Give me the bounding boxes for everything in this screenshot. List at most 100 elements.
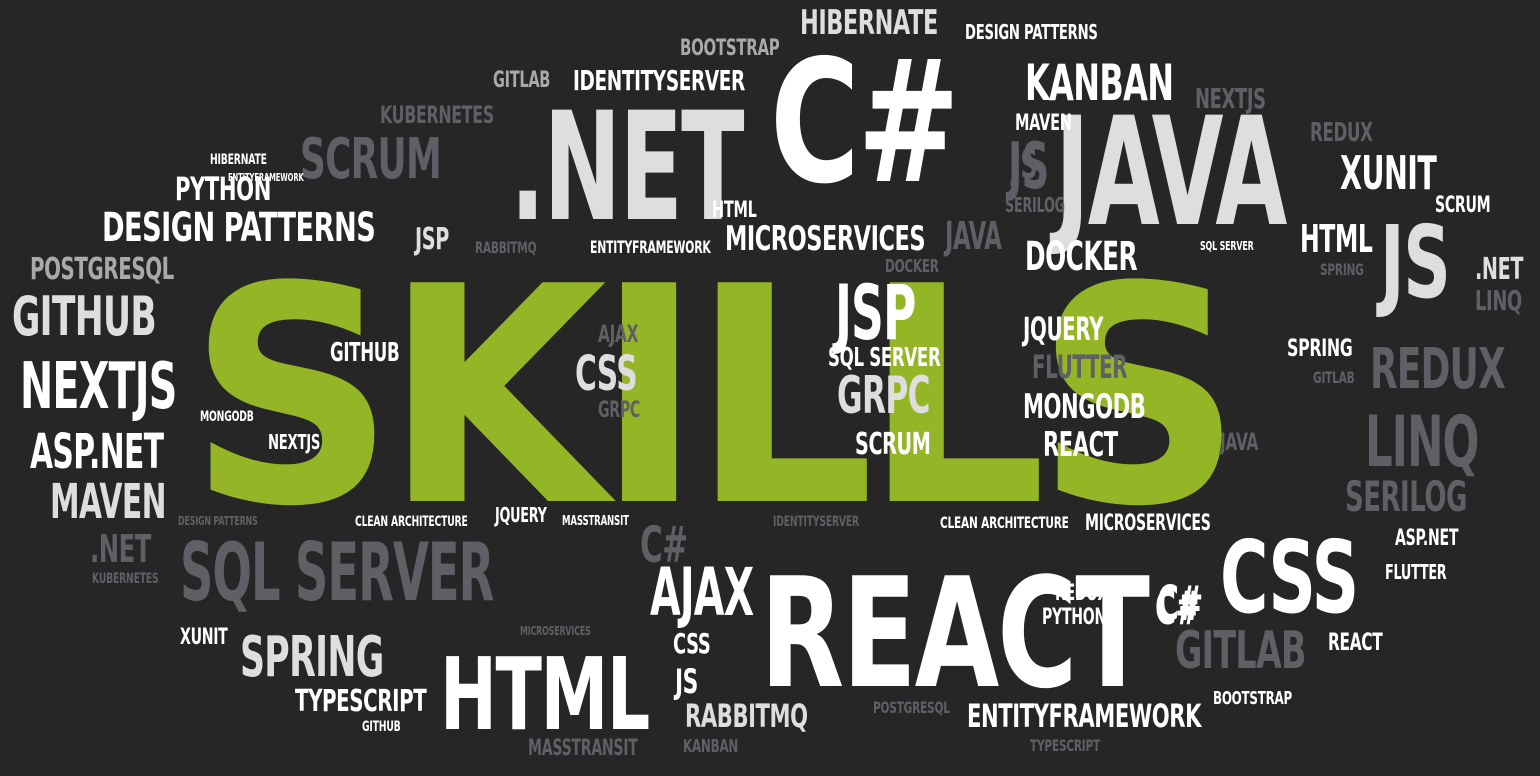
skill-word: DESIGN PATTERNS xyxy=(178,514,258,528)
skill-word: C# xyxy=(770,24,960,222)
skill-word: ENTITYFRAMEWORK xyxy=(590,238,711,258)
skill-word: REACT xyxy=(760,545,1150,722)
skill-word: .NET xyxy=(90,527,151,571)
skill-word: KANBAN xyxy=(1025,54,1174,112)
skill-word: ENTITYFRAMEWORK xyxy=(228,171,304,184)
skill-word: JQUERY xyxy=(495,503,547,527)
skill-word: HTML xyxy=(1300,217,1373,261)
skill-word: GITLAB xyxy=(1313,368,1355,387)
skill-word: RABBITMQ xyxy=(475,238,537,257)
skill-word: DOCKER xyxy=(885,256,939,277)
skill-word: RABBITMQ xyxy=(685,697,808,735)
skill-word: JAVA xyxy=(1055,86,1287,260)
skill-word: GITHUB xyxy=(330,338,400,368)
skill-word: SQL SERVER xyxy=(828,343,941,373)
skill-word: JQUERY xyxy=(1023,310,1104,348)
skill-word: DESIGN PATTERNS xyxy=(102,205,376,251)
skill-word: DESIGN PATTERNS xyxy=(965,20,1098,44)
skill-word: BOOTSTRAP xyxy=(1213,688,1292,709)
skill-word: GITHUB xyxy=(12,285,157,348)
skill-word: HTML xyxy=(440,636,650,753)
skill-word: JS xyxy=(1380,204,1451,321)
skill-word: .NET xyxy=(510,81,745,255)
skill-word: DOCKER xyxy=(1025,234,1138,280)
skill-word: JS xyxy=(1008,130,1049,204)
skill-word: NEXTJS xyxy=(1195,82,1266,115)
skill-word: JSP xyxy=(835,268,916,357)
skill-word: HIBERNATE xyxy=(800,3,938,43)
skill-word: TYPESCRIPT xyxy=(1030,736,1101,755)
skill-word: HIBERNATE xyxy=(210,152,267,168)
skill-word: NEXTJS xyxy=(20,350,177,424)
skill-word: BOOTSTRAP xyxy=(680,36,780,61)
skill-word: JAVA xyxy=(1220,428,1259,456)
skill-word: GITLAB xyxy=(493,68,551,93)
skill-word: ENTITYFRAMEWORK xyxy=(967,697,1202,735)
skill-word: JS xyxy=(675,662,698,702)
skill-word: C# xyxy=(1157,576,1203,632)
skill-word: FLUTTER xyxy=(1032,348,1128,386)
skill-word: AJAX xyxy=(650,554,754,631)
skill-word: IDENTITYSERVER xyxy=(773,514,859,530)
skill-word: GRPC xyxy=(598,398,640,423)
skill-word: GRPC xyxy=(837,366,931,426)
skill-word: SPRING xyxy=(1320,260,1364,279)
skill-word: SPRING xyxy=(240,625,384,690)
skill-word: C# xyxy=(640,516,688,574)
skill-word: CSS xyxy=(1220,519,1359,636)
skill-word: IDENTITYSERVER xyxy=(573,64,745,97)
skill-word: FLUTTER xyxy=(1385,560,1447,584)
skill-word: CLEAN ARCHITECTURE xyxy=(940,513,1069,532)
skill-word: MONGODB xyxy=(200,409,254,425)
skill-word: SCRUM xyxy=(1435,193,1491,218)
skill-word: CSS xyxy=(575,346,638,402)
skill-word: TYPESCRIPT xyxy=(295,684,427,719)
skill-word: POSTGRESQL xyxy=(873,698,950,717)
skill-word: HTML xyxy=(712,198,757,223)
skill-word: PYTHON xyxy=(175,170,271,208)
skill-word: MICROSERVICES xyxy=(520,624,591,638)
skill-word: MASSTRANSIT xyxy=(528,736,638,761)
skill-word: MICROSERVICES xyxy=(1085,511,1211,536)
skill-word: JSP xyxy=(415,222,449,257)
skill-word: KUBERNETES xyxy=(92,571,159,587)
skill-word: LINQ xyxy=(1475,284,1522,317)
skill-word: NEXTJS xyxy=(268,430,321,454)
skill-word: REACT xyxy=(1043,425,1118,465)
skill-word: SERILOG xyxy=(1005,193,1065,217)
skill-word: KANBAN xyxy=(683,736,739,757)
skill-word: REDUX xyxy=(1370,337,1506,402)
skill-word: MASSTRANSIT xyxy=(562,514,629,529)
skill-word: SCRUM xyxy=(300,127,442,192)
skills-title: SKILLS xyxy=(188,223,1243,572)
skill-word: KUBERNETES xyxy=(380,101,494,129)
skill-word: CLEAN ARCHITECTURE xyxy=(355,514,468,530)
skill-word: MICROSERVICES xyxy=(725,219,926,259)
skill-word: MAVEN xyxy=(1015,111,1072,136)
skill-word: JAVA xyxy=(945,214,1002,258)
skill-word: XUNIT xyxy=(1340,146,1437,200)
skill-word: REDUX xyxy=(1055,581,1109,606)
skill-word: POSTGRESQL xyxy=(30,252,174,287)
skill-word: SQL SERVER xyxy=(1200,239,1254,253)
skill-word: C# xyxy=(1155,581,1199,635)
skill-word: SPRING xyxy=(1287,334,1353,362)
skill-word: .NET xyxy=(1475,252,1524,287)
skill-word: ASP.NET xyxy=(30,424,164,480)
skill-word: PYTHON xyxy=(1042,605,1106,630)
skill-word: LINQ xyxy=(1365,401,1479,483)
skill-word: AJAX xyxy=(598,320,639,348)
skill-word: SQL SERVER xyxy=(180,526,494,619)
skill-word: GITHUB xyxy=(362,719,401,735)
skill-word: JS xyxy=(1012,142,1038,188)
skill-word: ASP.NET xyxy=(1395,526,1459,551)
skill-word: MAVEN xyxy=(50,474,167,530)
skill-word: CSS xyxy=(673,627,711,660)
skill-word: REACT xyxy=(1328,628,1383,656)
skill-word: XUNIT xyxy=(180,625,228,650)
skill-word: MONGODB xyxy=(1023,387,1146,427)
skill-word: REDUX xyxy=(1310,118,1373,148)
skill-word: SCRUM xyxy=(855,427,931,462)
skill-word: GITLAB xyxy=(1175,621,1306,681)
